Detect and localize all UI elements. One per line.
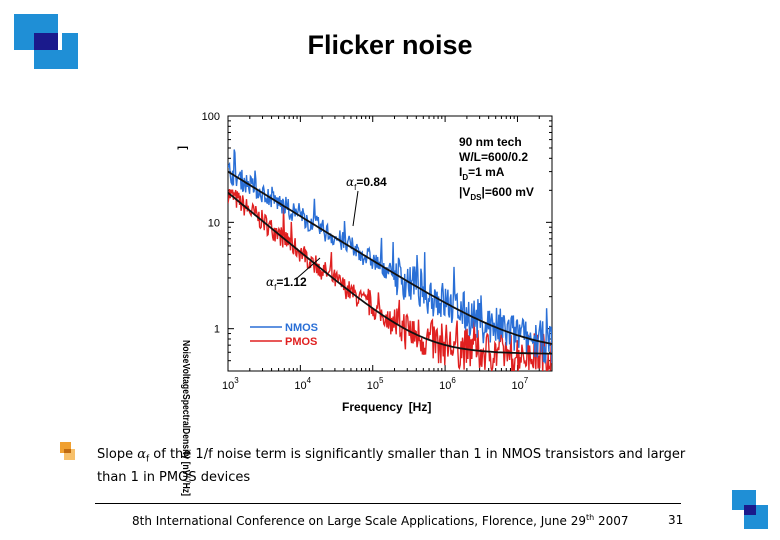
x-tick-label: 103: [222, 376, 239, 392]
y-tick-label: 1: [214, 324, 220, 336]
annotation-line-1: 90 nm tech: [459, 135, 522, 149]
x-tick-label: 105: [367, 376, 384, 392]
x-tick-label: 104: [294, 376, 311, 392]
bullet-square-light: [64, 449, 75, 460]
y-axis-label: NoiseVoltageSpectralDensity [nV/√Hz]: [180, 340, 191, 496]
page-number: 31: [668, 513, 684, 527]
y-axis-label-top: [: [177, 146, 189, 150]
bullet-square-orange: [60, 442, 71, 453]
footer-text: 8th International Conference on Large Sc…: [132, 513, 629, 528]
slope-pointer-pmos: [295, 257, 321, 280]
alpha-subscript: f: [145, 454, 150, 465]
annotation-line-4: |VDS|=600 mV: [459, 185, 534, 202]
annotation-line-2: W/L=600/0.2: [459, 150, 528, 164]
y-tick-label: 10: [208, 217, 220, 229]
annotation-line-4-sub: DS: [470, 193, 482, 202]
legend-label-nmos: NMOS: [285, 322, 318, 334]
corner-square-white-gap: [58, 33, 62, 50]
y-tick-label: 100: [202, 111, 220, 123]
annotation-line-3-sub: D: [462, 173, 468, 182]
bullet-text: Slope αf of the 1/f noise term is signif…: [97, 447, 686, 485]
slide-title: Flicker noise: [307, 30, 473, 60]
plot-frame: [227, 115, 553, 372]
series-line-pmos: [228, 189, 552, 371]
fit-line-nmos: [228, 170, 552, 345]
slope-pointer-nmos: [352, 190, 359, 227]
corner-square-navy: [34, 33, 58, 50]
bullet-square-dark: [64, 449, 71, 453]
legend-label-pmos: PMOS: [285, 336, 317, 348]
x-tick-label: 107: [511, 376, 528, 392]
footer-divider: [95, 503, 681, 504]
series-line-nmos: [228, 149, 552, 364]
x-tick-label: 106: [439, 376, 456, 392]
fit-line-pmos: [228, 192, 552, 355]
alpha-symbol: α: [137, 447, 146, 462]
annotation-line-3: ID=1 mA: [459, 165, 505, 182]
x-axis-label: Frequency [Hz]: [342, 400, 431, 414]
corner-square-br-navy: [744, 505, 756, 515]
slope-label-nmos: αf=0.84: [346, 175, 387, 192]
slope-label-pmos: αf=1.12: [266, 275, 307, 292]
